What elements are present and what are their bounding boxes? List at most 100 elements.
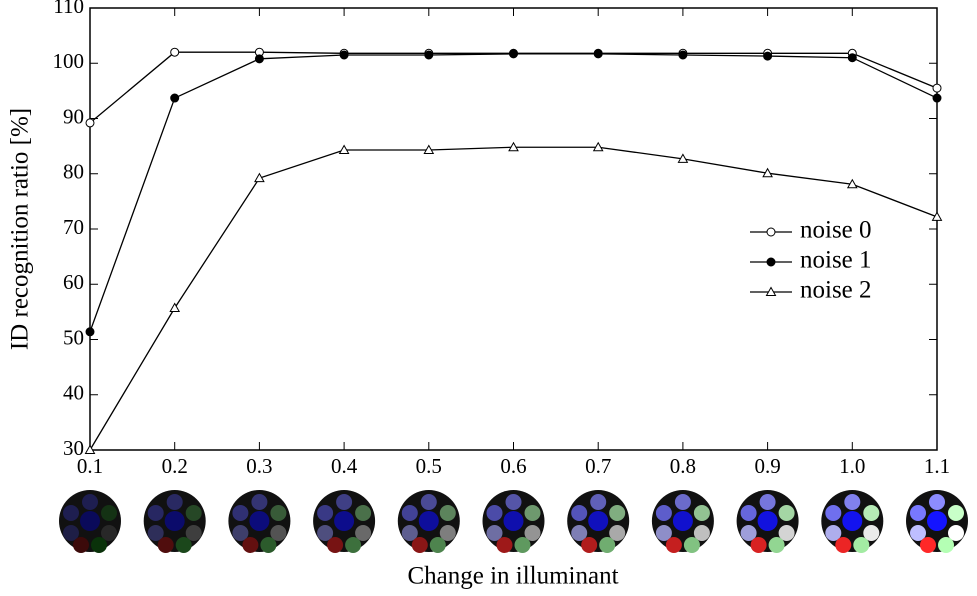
y-tick-label: 40 <box>63 381 84 405</box>
pattern-icon <box>398 490 460 553</box>
y-axis-label: ID recognition ratio [%] <box>7 108 34 350</box>
marker <box>255 55 263 63</box>
pattern-dot <box>270 505 286 521</box>
pattern-dot <box>412 537 428 553</box>
pattern-dot <box>863 505 879 521</box>
pattern-center <box>758 511 778 531</box>
marker <box>679 51 687 59</box>
marker <box>764 52 772 60</box>
pattern-dot <box>345 537 361 553</box>
y-tick-label: 100 <box>53 49 85 73</box>
pattern-dot <box>251 494 267 510</box>
pattern-dot <box>176 537 192 553</box>
y-tick-label: 110 <box>53 0 84 18</box>
pattern-dot <box>599 537 615 553</box>
pattern-icon <box>906 490 968 553</box>
marker <box>933 94 941 102</box>
pattern-dot <box>515 537 531 553</box>
y-tick-label: 80 <box>63 160 84 184</box>
pattern-dot <box>910 505 926 521</box>
pattern-dot <box>525 505 541 521</box>
pattern-dot <box>232 505 248 521</box>
pattern-dot <box>760 494 776 510</box>
marker <box>848 54 856 62</box>
marker <box>933 84 941 92</box>
pattern-dot <box>590 494 606 510</box>
pattern-dot <box>497 537 513 553</box>
x-tick-label: 0.5 <box>416 454 442 478</box>
pattern-dot <box>948 505 964 521</box>
pattern-dot <box>73 537 89 553</box>
pattern-dot <box>920 537 936 553</box>
pattern-dot <box>402 505 418 521</box>
x-tick-label: 0.1 <box>77 454 103 478</box>
legend-marker <box>767 228 775 236</box>
marker <box>340 51 348 59</box>
x-axis-label: Change in illuminant <box>407 563 618 590</box>
y-tick-label: 70 <box>63 215 84 239</box>
pattern-dot <box>260 537 276 553</box>
pattern-center <box>842 511 862 531</box>
pattern-dot <box>571 505 587 521</box>
pattern-dot <box>929 494 945 510</box>
x-tick-label: 0.2 <box>162 454 188 478</box>
pattern-dot <box>675 494 691 510</box>
pattern-dot <box>440 505 456 521</box>
pattern-center <box>334 511 354 531</box>
pattern-dot <box>158 537 174 553</box>
pattern-dot <box>609 505 625 521</box>
y-tick-label: 60 <box>63 270 84 294</box>
marker <box>171 94 179 102</box>
pattern-dot <box>336 494 352 510</box>
y-tick-label: 50 <box>63 325 84 349</box>
pattern-dot <box>186 505 202 521</box>
pattern-dot <box>656 505 672 521</box>
pattern-icon <box>228 490 290 553</box>
pattern-dot <box>421 494 437 510</box>
pattern-icon <box>313 490 375 553</box>
marker <box>933 212 942 220</box>
pattern-dot <box>167 494 183 510</box>
pattern-center <box>673 511 693 531</box>
x-tick-label: 1.0 <box>839 454 865 478</box>
pattern-dot <box>82 494 98 510</box>
pattern-dot <box>101 505 117 521</box>
marker <box>171 48 179 56</box>
pattern-icon <box>652 490 714 553</box>
pattern-icon <box>59 490 121 553</box>
pattern-dot <box>751 537 767 553</box>
legend-marker <box>767 258 775 266</box>
x-tick-label: 0.4 <box>331 454 358 478</box>
pattern-dot <box>487 505 503 521</box>
pattern-dot <box>769 537 785 553</box>
pattern-dot <box>779 505 795 521</box>
pattern-icon <box>737 490 799 553</box>
pattern-center <box>249 511 269 531</box>
pattern-dot <box>327 537 343 553</box>
x-tick-label: 0.8 <box>670 454 696 478</box>
pattern-icon <box>821 490 883 553</box>
legend-label: noise 0 <box>800 217 872 244</box>
pattern-dot <box>684 537 700 553</box>
x-tick-label: 0.3 <box>246 454 272 478</box>
legend-label: noise 2 <box>800 277 872 304</box>
pattern-dot <box>835 537 851 553</box>
pattern-dot <box>91 537 107 553</box>
pattern-dot <box>355 505 371 521</box>
pattern-dot <box>853 537 869 553</box>
x-tick-label: 0.9 <box>754 454 780 478</box>
pattern-dot <box>581 537 597 553</box>
x-tick-label: 0.6 <box>500 454 526 478</box>
marker <box>170 304 179 312</box>
pattern-dot <box>741 505 757 521</box>
pattern-dot <box>825 505 841 521</box>
series-line <box>90 52 937 123</box>
marker <box>86 119 94 127</box>
chart: Change in illuminant ID recognition rati… <box>0 0 977 596</box>
marker <box>425 51 433 59</box>
pattern-dot <box>938 537 954 553</box>
pattern-dot <box>63 505 79 521</box>
marker <box>594 50 602 58</box>
pattern-dot <box>694 505 710 521</box>
pattern-dot <box>430 537 446 553</box>
